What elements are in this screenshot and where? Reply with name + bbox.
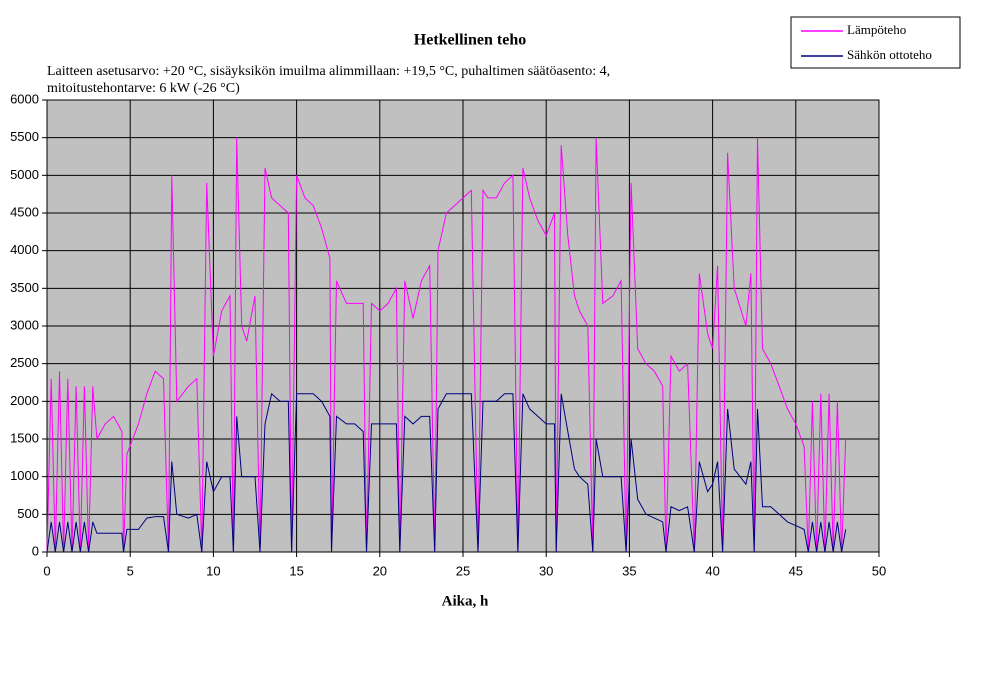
y-tick-label: 6000 [10, 91, 39, 106]
y-tick-label: 4000 [10, 242, 39, 257]
legend-label: Sähkön ottoteho [847, 47, 932, 62]
y-tick-label: 500 [17, 506, 39, 521]
x-tick-label: 40 [705, 563, 719, 578]
y-tick-label: 2000 [10, 393, 39, 408]
legend-label: Lämpöteho [847, 22, 906, 37]
x-tick-label: 30 [539, 563, 553, 578]
x-tick-label: 5 [127, 563, 134, 578]
x-tick-label: 15 [289, 563, 303, 578]
subtitle: Laitteen asetusarvo: +20 °C, sisäyksikön… [47, 64, 610, 79]
x-tick-label: 45 [789, 563, 803, 578]
x-tick-label: 50 [872, 563, 886, 578]
x-tick-label: 25 [456, 563, 470, 578]
y-tick-label: 3500 [10, 280, 39, 295]
x-tick-label: 0 [43, 563, 50, 578]
x-axis-label: Aika, h [442, 593, 489, 609]
x-tick-label: 20 [373, 563, 387, 578]
chart-title: Hetkellinen teho [414, 32, 526, 49]
x-tick-label: 10 [206, 563, 220, 578]
subtitle: mitoitustehontarve: 6 kW (-26 °C) [47, 81, 240, 96]
y-tick-label: 2500 [10, 355, 39, 370]
series-line [46, 137, 847, 553]
y-tick-label: 4500 [10, 204, 39, 219]
y-tick-label: 1000 [10, 468, 39, 483]
y-tick-label: 5500 [10, 129, 39, 144]
x-tick-label: 35 [622, 563, 636, 578]
y-tick-label: 3000 [10, 317, 39, 332]
y-tick-label: 0 [32, 543, 39, 558]
series-line [46, 392, 847, 553]
legend-box [790, 16, 961, 69]
y-tick-label: 1500 [10, 430, 39, 445]
y-tick-label: 5000 [10, 167, 39, 182]
